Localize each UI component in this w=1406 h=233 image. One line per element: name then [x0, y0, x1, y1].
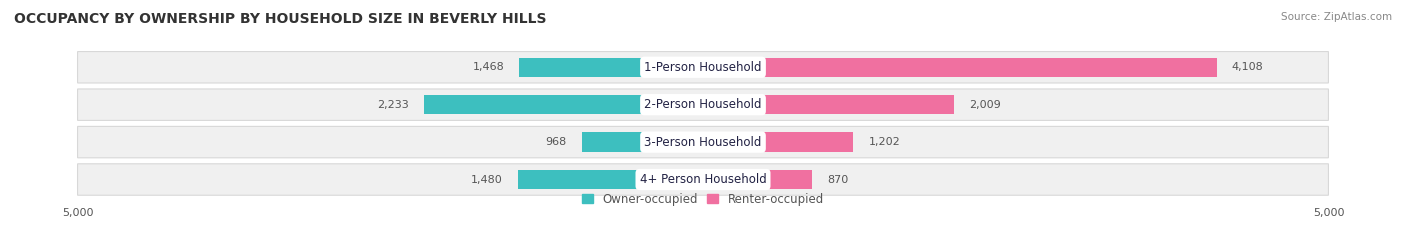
Text: 968: 968 — [546, 137, 567, 147]
Text: OCCUPANCY BY OWNERSHIP BY HOUSEHOLD SIZE IN BEVERLY HILLS: OCCUPANCY BY OWNERSHIP BY HOUSEHOLD SIZE… — [14, 12, 547, 26]
Text: 4,108: 4,108 — [1232, 62, 1264, 72]
Text: 1,202: 1,202 — [869, 137, 900, 147]
Text: Source: ZipAtlas.com: Source: ZipAtlas.com — [1281, 12, 1392, 22]
Text: 2-Person Household: 2-Person Household — [644, 98, 762, 111]
Bar — [519, 58, 703, 77]
Bar — [582, 132, 703, 152]
Text: 2,009: 2,009 — [969, 100, 1001, 110]
Bar — [423, 95, 703, 114]
Text: 2,233: 2,233 — [377, 100, 409, 110]
Bar — [703, 58, 1216, 77]
Bar — [703, 132, 853, 152]
Text: 3-Person Household: 3-Person Household — [644, 136, 762, 149]
FancyBboxPatch shape — [77, 164, 1329, 195]
Bar — [703, 170, 811, 189]
Bar — [517, 170, 703, 189]
FancyBboxPatch shape — [77, 89, 1329, 120]
FancyBboxPatch shape — [77, 126, 1329, 158]
Text: 1,468: 1,468 — [472, 62, 505, 72]
Text: 870: 870 — [827, 175, 848, 185]
FancyBboxPatch shape — [77, 51, 1329, 83]
Bar — [703, 95, 955, 114]
Text: 4+ Person Household: 4+ Person Household — [640, 173, 766, 186]
Legend: Owner-occupied, Renter-occupied: Owner-occupied, Renter-occupied — [578, 188, 828, 211]
Text: 1,480: 1,480 — [471, 175, 503, 185]
Text: 1-Person Household: 1-Person Household — [644, 61, 762, 74]
